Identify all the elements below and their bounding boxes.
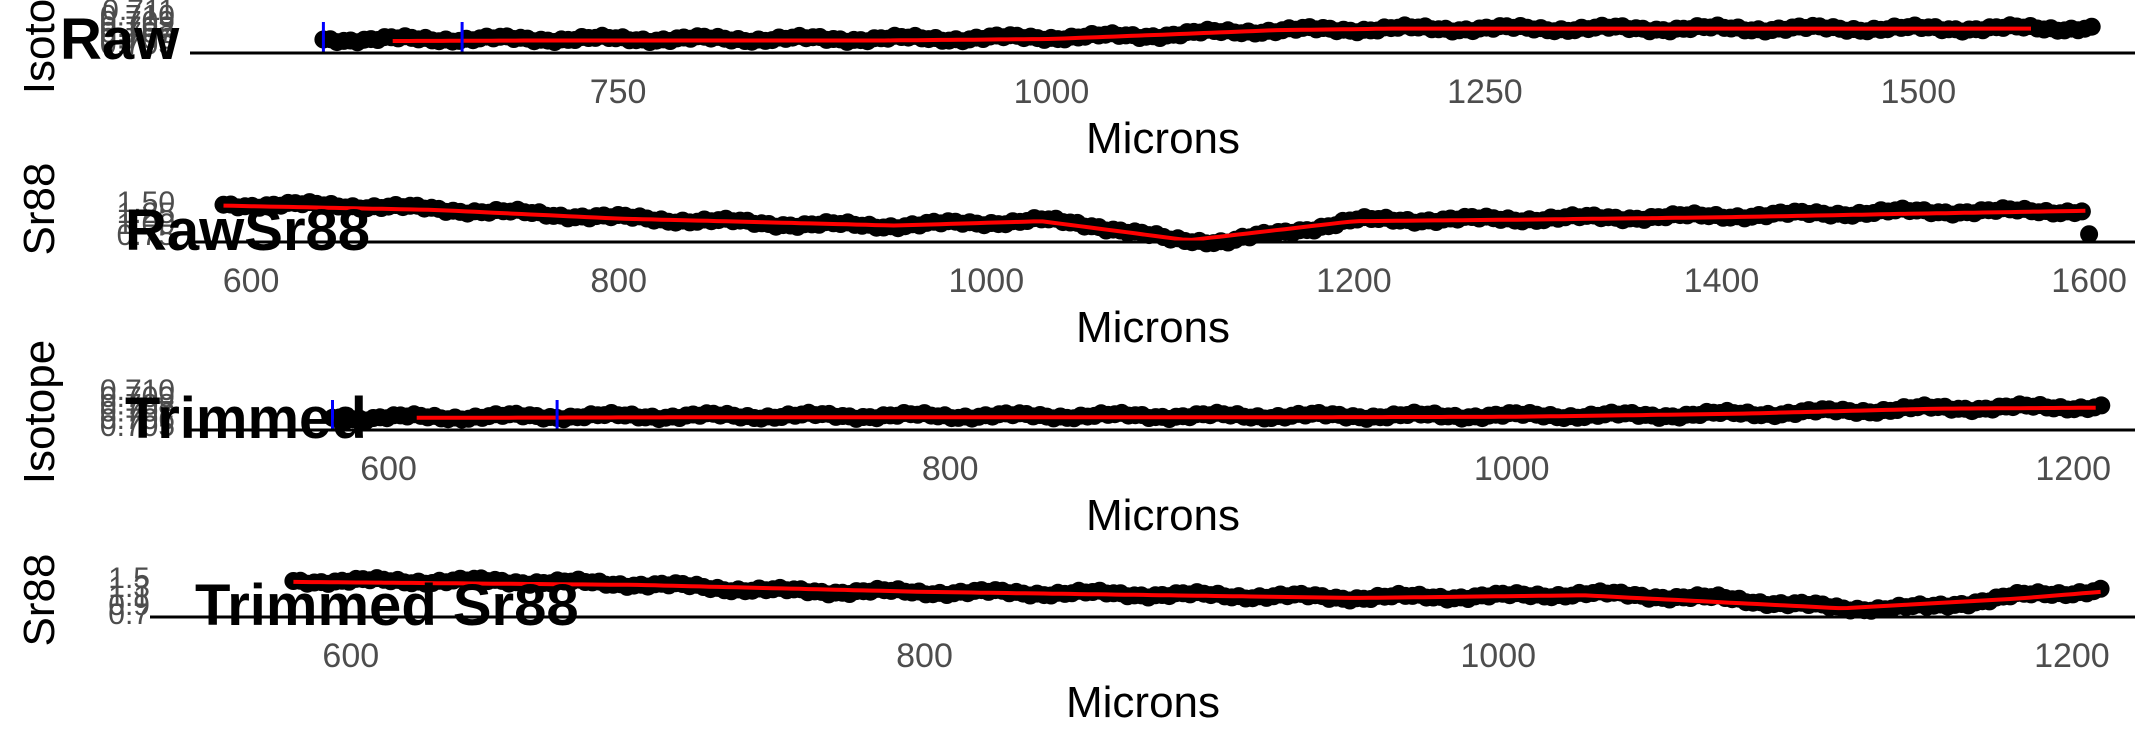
y-tick-label: 0.706 — [100, 403, 175, 436]
panel-trimmed-sr88: 600 800 1000 1200 1.51.31.10.90.7 Microns S… — [15, 554, 2135, 727]
x-tick-label: 1600 — [2051, 262, 2127, 300]
y-tick-label: 0.708 — [100, 388, 175, 421]
y-tick-label: 0.709 — [100, 381, 175, 414]
y-tick-label: 1.00 — [117, 208, 175, 241]
x-tick-label: 750 — [590, 73, 647, 111]
y-tick-label: 0.705 — [100, 410, 175, 443]
y-tick-label: 1.1 — [108, 580, 150, 613]
smooth-line — [416, 405, 2096, 420]
x-tick-labels: 600 800 1000 1200 — [322, 637, 2109, 675]
panel-title: Raw — [60, 7, 180, 72]
x-tick-label: 1000 — [1014, 73, 1090, 111]
data-point — [2092, 396, 2111, 415]
y-axis-label: Isotope — [15, 340, 64, 484]
y-tick-label: 0.75 — [117, 219, 175, 252]
x-tick-label: 1500 — [1880, 73, 1956, 111]
smooth-line — [392, 26, 2031, 43]
y-tick-label: 0.708 — [100, 11, 175, 44]
data-point — [2091, 579, 2110, 598]
y-tick-labels: 1.501.251.000.75 — [117, 186, 175, 252]
y-tick-label: 0.710 — [100, 0, 175, 33]
x-tick-labels: 750 1000 1250 1500 — [590, 73, 1956, 111]
x-tick-label: 600 — [322, 637, 379, 675]
smooth-line — [293, 579, 2101, 611]
y-tick-label: 0.7 — [108, 598, 150, 631]
x-tick-label: 1250 — [1447, 73, 1523, 111]
x-tick-label: 1000 — [1460, 637, 1536, 675]
x-tick-label: 800 — [922, 450, 979, 488]
x-tick-label: 800 — [590, 262, 647, 300]
x-tick-labels: 600 800 1000 1200 1400 1600 — [223, 262, 2127, 300]
y-tick-label: 0.705 — [100, 28, 175, 61]
panel-rawsr88: 600 800 1000 1200 1400 1600 1.501.251.000.75 … — [15, 163, 2135, 352]
y-tick-label: 1.3 — [108, 571, 150, 604]
y-axis-label: Sr88 — [15, 163, 64, 256]
x-axis-label: Microns — [1066, 678, 1220, 727]
x-tick-label: 1000 — [1474, 450, 1550, 488]
x-tick-label: 600 — [223, 262, 280, 300]
y-tick-labels: 1.51.31.10.90.7 — [108, 562, 150, 631]
panel-raw-marks — [314, 16, 2101, 54]
y-tick-label: 0.710 — [100, 374, 175, 407]
x-tick-label: 600 — [360, 450, 417, 488]
panel-trimmed: 600 800 1000 1200 0.7100.7090.7080.7070.706… — [15, 340, 2135, 540]
y-axis-label: Isotope — [15, 0, 64, 94]
x-axis-label: Microns — [1086, 114, 1240, 163]
x-axis-label: Microns — [1086, 491, 1240, 540]
x-tick-label: 1200 — [2034, 637, 2110, 675]
panel-title: Trimmed Sr88 — [195, 573, 579, 638]
data-point — [2080, 225, 2099, 244]
y-tick-label: 0.707 — [100, 396, 175, 429]
panel-trimmed-sr88-marks — [284, 569, 2110, 620]
y-tick-label: 1.50 — [117, 186, 175, 219]
panel-raw: 750 1000 1250 1500 0.7110.7100.7090.7080.70… — [15, 0, 2135, 163]
y-tick-label: 0.711 — [102, 0, 175, 27]
panel-rawsr88-marks — [214, 193, 2099, 253]
y-tick-label: 1.5 — [108, 562, 150, 595]
x-tick-label: 1200 — [2035, 450, 2111, 488]
x-tick-label: 1000 — [948, 262, 1024, 300]
panel-title: Trimmed — [125, 386, 367, 451]
x-tick-label: 1200 — [1316, 262, 1392, 300]
panel-trimmed-marks — [323, 395, 2111, 431]
smooth-line — [223, 203, 2086, 242]
x-tick-labels: 600 800 1000 1200 — [360, 450, 2111, 488]
x-tick-label: 1400 — [1684, 262, 1760, 300]
y-tick-label: 0.707 — [100, 17, 175, 50]
y-tick-label: 0.9 — [108, 589, 150, 622]
y-tick-label: 0.706 — [100, 22, 175, 55]
x-tick-label: 800 — [896, 637, 953, 675]
y-tick-label: 1.25 — [117, 197, 175, 230]
x-axis-label: Microns — [1076, 303, 1230, 352]
panel-title: RawSr88 — [125, 198, 370, 263]
y-tick-label: 0.709 — [100, 5, 175, 38]
data-point — [2082, 17, 2101, 36]
y-axis-label: Sr88 — [15, 554, 64, 647]
